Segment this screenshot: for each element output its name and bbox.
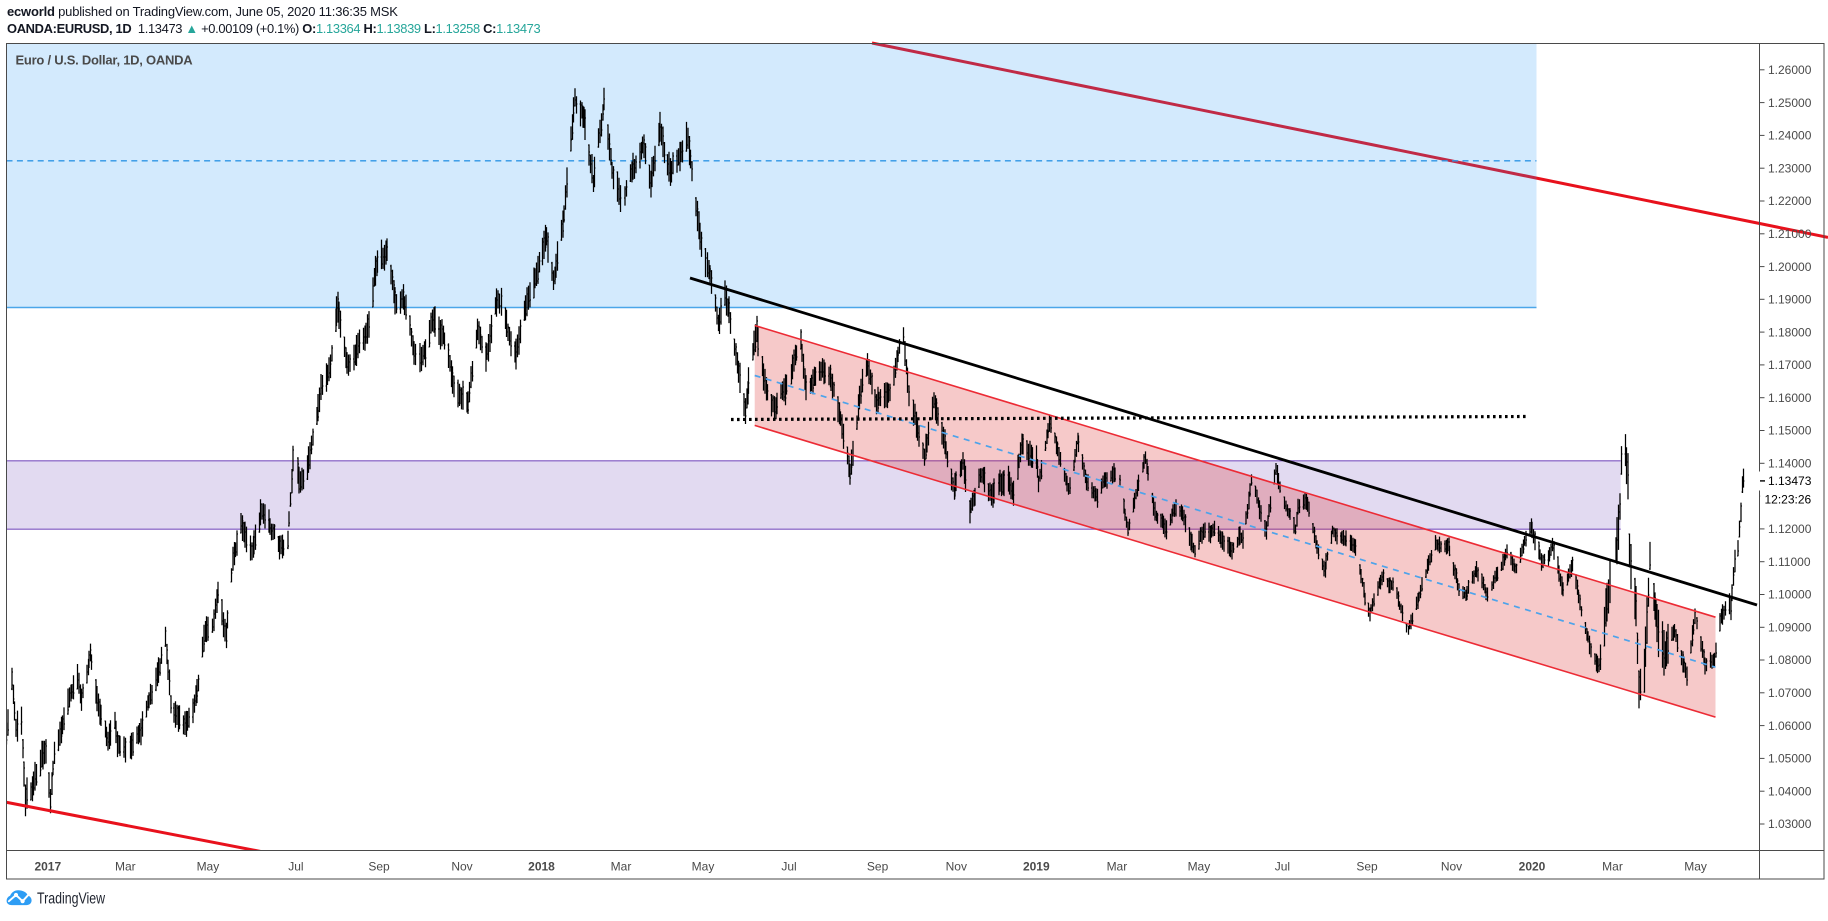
svg-text:1.15000: 1.15000 [1768,424,1812,438]
svg-text:1.20000: 1.20000 [1768,260,1812,274]
svg-text:1.08000: 1.08000 [1768,653,1812,667]
svg-text:May: May [197,860,220,874]
svg-text:1.05000: 1.05000 [1768,752,1812,766]
svg-text:1.06000: 1.06000 [1768,719,1812,733]
svg-text:Jul: Jul [288,860,303,874]
svg-text:2018: 2018 [528,860,555,874]
svg-text:1.07000: 1.07000 [1768,686,1812,700]
svg-text:1.26000: 1.26000 [1768,63,1812,77]
svg-text:Euro / U.S. Dollar, 1D, OANDA: Euro / U.S. Dollar, 1D, OANDA [16,53,194,68]
svg-text:Mar: Mar [1107,860,1128,874]
svg-text:Jul: Jul [1275,860,1290,874]
svg-text:1.11000: 1.11000 [1768,555,1811,569]
svg-text:2019: 2019 [1023,860,1050,874]
svg-text:1.09000: 1.09000 [1768,621,1812,635]
svg-text:1.22000: 1.22000 [1768,194,1812,208]
svg-text:12:23:26: 12:23:26 [1765,493,1812,507]
svg-text:1.03000: 1.03000 [1768,817,1812,831]
svg-text:2020: 2020 [1519,860,1546,874]
svg-text:TradingView: TradingView [37,891,105,908]
svg-text:1.10000: 1.10000 [1768,588,1812,602]
svg-text:May: May [1684,860,1707,874]
svg-text:Mar: Mar [1602,860,1623,874]
svg-text:1.13473: 1.13473 [1768,474,1812,488]
svg-text:1.24000: 1.24000 [1768,129,1812,143]
svg-text:1.14000: 1.14000 [1768,457,1812,471]
svg-text:May: May [1188,860,1211,874]
svg-text:May: May [692,860,715,874]
svg-text:Sep: Sep [1356,860,1378,874]
svg-text:Mar: Mar [115,860,136,874]
svg-text:1.21000: 1.21000 [1768,227,1812,241]
svg-text:Sep: Sep [368,860,390,874]
svg-text:1.23000: 1.23000 [1768,161,1812,175]
svg-text:1.19000: 1.19000 [1768,293,1812,307]
svg-text:Jul: Jul [781,860,796,874]
svg-text:Nov: Nov [451,860,472,874]
svg-text:1.17000: 1.17000 [1768,358,1812,372]
svg-text:1.04000: 1.04000 [1768,784,1812,798]
svg-text:1.25000: 1.25000 [1768,96,1812,110]
svg-text:1.16000: 1.16000 [1768,391,1812,405]
svg-text:Sep: Sep [867,860,889,874]
svg-text:2017: 2017 [34,860,61,874]
svg-text:Mar: Mar [611,860,632,874]
svg-text:1.18000: 1.18000 [1768,325,1812,339]
svg-text:1.12000: 1.12000 [1768,522,1812,536]
svg-text:Nov: Nov [1441,860,1462,874]
svg-text:Nov: Nov [946,860,967,874]
